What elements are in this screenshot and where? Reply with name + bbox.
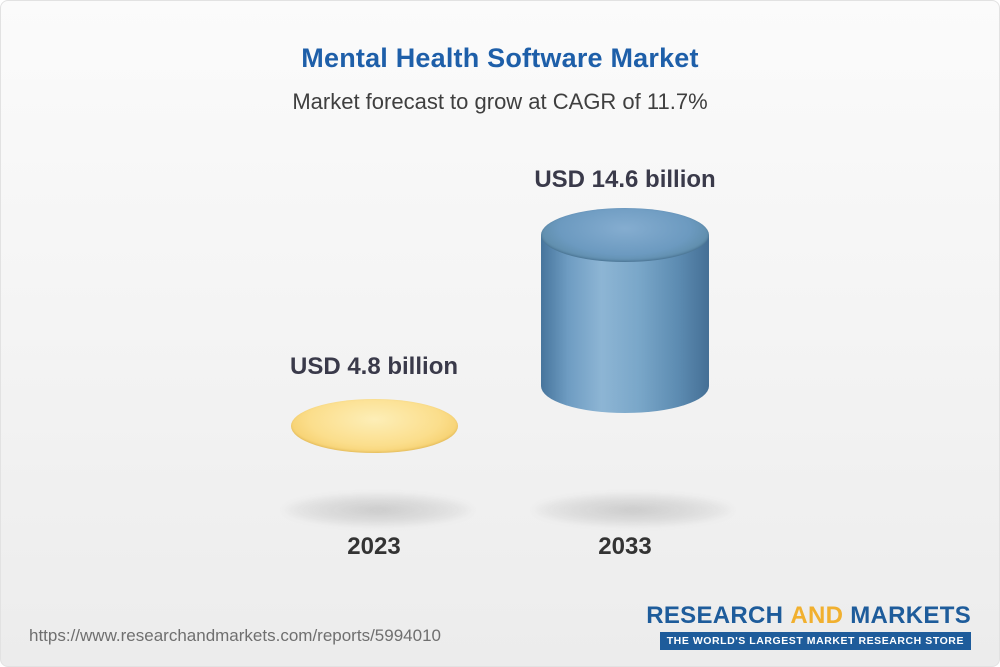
bar-2033-growth-segment: [541, 235, 709, 413]
chart-title: Mental Health Software Market: [301, 43, 699, 73]
wordmark-and: AND: [790, 602, 844, 629]
wordmark-markets: MARKETS: [850, 602, 971, 629]
bar-2023-top-ellipse: [291, 399, 458, 453]
axis-label-2023: 2023: [347, 533, 401, 560]
chart-subtitle: Market forecast to grow at CAGR of 11.7%: [292, 89, 708, 114]
bar-2023-cylinder: [291, 399, 458, 514]
axis-label-2033: 2033: [598, 533, 652, 560]
bar-2033-cylinder: [541, 208, 709, 514]
wordmark-research: RESEARCH: [646, 602, 784, 629]
value-label-2023: USD 4.8 billion: [289, 353, 459, 380]
bar-2023-shadow: [283, 493, 473, 527]
report-url: https://www.researchandmarkets.com/repor…: [29, 626, 441, 645]
value-label-2033: USD 14.6 billion: [534, 166, 716, 193]
brand-tagline: THE WORLD'S LARGEST MARKET RESEARCH STOR…: [659, 632, 971, 650]
brand-wordmark: RESEARCH AND MARKETS: [646, 604, 971, 628]
bar-2033-top-ellipse: [541, 208, 709, 262]
bar-2033-shadow: [533, 493, 733, 527]
brand-logo: RESEARCH AND MARKETS THE WORLD'S LARGEST…: [646, 604, 971, 650]
